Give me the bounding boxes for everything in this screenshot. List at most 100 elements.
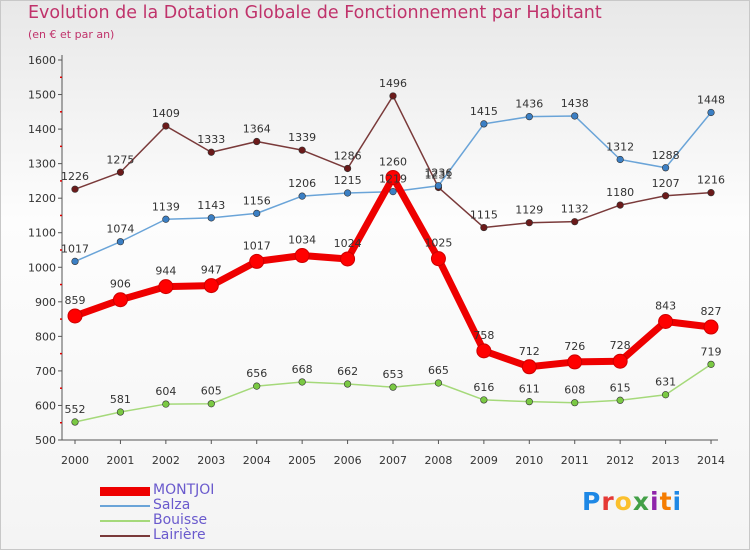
data-label-lairi-re: 1275 xyxy=(106,153,134,166)
data-point-lairi-re xyxy=(162,122,170,130)
data-point-montjoi xyxy=(294,248,310,264)
data-label-bouisse: 616 xyxy=(473,381,494,394)
x-tick-label: 2002 xyxy=(152,454,180,467)
logo-letter: t xyxy=(659,487,673,516)
logo-letter: o xyxy=(614,487,633,516)
data-label-lairi-re: 1132 xyxy=(561,203,589,216)
x-tick-label: 2012 xyxy=(606,454,634,467)
legend-swatch-montjoi xyxy=(100,487,150,496)
data-label-salza: 1438 xyxy=(561,97,589,110)
data-label-bouisse: 604 xyxy=(155,385,176,398)
data-point-salza xyxy=(525,113,533,121)
legend-label-montjoi: MONTJOI xyxy=(153,482,215,498)
y-tick-label: 1400 xyxy=(28,123,56,136)
data-label-montjoi: 1017 xyxy=(243,239,271,252)
data-label-lairi-re: 1333 xyxy=(197,133,225,146)
x-tick-label: 2009 xyxy=(470,454,498,467)
data-label-salza: 1074 xyxy=(106,223,134,236)
data-point-bouisse xyxy=(162,400,170,408)
x-tick-label: 2003 xyxy=(197,454,225,467)
data-label-montjoi: 944 xyxy=(155,265,176,278)
data-label-bouisse: 653 xyxy=(383,368,404,381)
legend-label-salza: Salza xyxy=(153,497,191,513)
data-point-lairi-re xyxy=(480,223,488,232)
data-point-bouisse xyxy=(480,396,488,404)
x-tick-label: 2007 xyxy=(379,454,407,467)
legend-label-lairiere: Lairière xyxy=(153,527,206,543)
data-point-bouisse xyxy=(707,360,715,368)
data-label-bouisse: 668 xyxy=(292,363,313,376)
data-point-lairi-re xyxy=(616,201,624,209)
legend-label-bouisse: Bouisse xyxy=(153,512,208,528)
data-label-montjoi: 1024 xyxy=(334,237,362,250)
x-tick-label: 2001 xyxy=(106,454,134,467)
data-point-salza xyxy=(162,215,170,223)
data-point-salza xyxy=(616,155,624,164)
data-label-salza: 1017 xyxy=(61,242,89,255)
data-label-montjoi: 906 xyxy=(110,278,131,291)
data-point-montjoi xyxy=(430,251,446,267)
data-label-bouisse: 581 xyxy=(110,393,131,406)
data-label-salza: 1143 xyxy=(197,199,225,212)
x-tick-label: 2014 xyxy=(697,454,725,467)
legend-swatch-salza xyxy=(100,505,150,507)
data-label-bouisse: 631 xyxy=(655,376,676,389)
data-point-montjoi xyxy=(158,279,174,295)
x-tick-label: 2000 xyxy=(61,454,89,467)
data-point-montjoi xyxy=(385,169,401,185)
data-point-montjoi xyxy=(703,319,719,335)
data-point-salza xyxy=(298,192,306,200)
data-point-bouisse xyxy=(253,382,261,390)
data-label-montjoi: 859 xyxy=(65,294,86,307)
y-tick-label: 500 xyxy=(35,434,56,447)
x-tick-label: 2005 xyxy=(288,454,316,467)
data-point-bouisse xyxy=(571,399,579,407)
x-tick-label: 2004 xyxy=(243,454,271,467)
data-point-lairi-re xyxy=(253,137,261,146)
data-label-montjoi: 827 xyxy=(701,305,722,318)
data-point-salza xyxy=(571,112,579,120)
data-point-salza xyxy=(434,182,443,190)
proxiti-logo: Proxiti xyxy=(582,487,682,516)
logo-letter: r xyxy=(601,487,615,516)
data-point-lairi-re xyxy=(343,164,352,173)
y-tick-label: 1600 xyxy=(28,54,56,67)
data-point-salza xyxy=(71,257,79,266)
data-point-montjoi xyxy=(612,353,628,369)
data-label-salza: 1288 xyxy=(652,149,680,162)
data-point-salza xyxy=(207,214,215,222)
chart-subtitle: (en € et par an) xyxy=(28,28,115,41)
y-tick-label: 1000 xyxy=(28,261,56,274)
data-label-bouisse: 615 xyxy=(610,381,631,394)
data-label-salza: 1448 xyxy=(697,94,725,107)
data-label-montjoi: 1260 xyxy=(379,155,407,168)
y-tick-label: 700 xyxy=(35,365,56,378)
legend-swatch-lairiere xyxy=(100,535,150,537)
data-label-montjoi: 758 xyxy=(473,329,494,342)
data-point-lairi-re xyxy=(207,148,215,156)
data-point-lairi-re xyxy=(116,168,125,176)
data-label-lairi-re: 1129 xyxy=(515,204,543,217)
data-point-montjoi xyxy=(340,251,356,267)
data-point-bouisse xyxy=(71,418,79,426)
data-point-montjoi xyxy=(658,314,674,330)
data-point-bouisse xyxy=(661,391,670,399)
data-label-bouisse: 611 xyxy=(519,383,540,396)
y-tick-label: 1500 xyxy=(28,89,56,102)
data-label-lairi-re: 1286 xyxy=(334,149,362,162)
data-label-lairi-re: 1216 xyxy=(697,174,725,187)
data-point-lairi-re xyxy=(71,185,79,193)
data-label-salza: 1312 xyxy=(606,140,634,153)
y-tick-label: 1300 xyxy=(28,158,56,171)
data-label-bouisse: 605 xyxy=(201,385,222,398)
data-label-salza: 1415 xyxy=(470,105,498,118)
y-tick-label: 600 xyxy=(35,399,56,412)
legend-swatch-bouisse xyxy=(100,520,150,522)
data-point-montjoi xyxy=(249,253,265,269)
data-point-bouisse xyxy=(116,408,125,416)
data-label-montjoi: 728 xyxy=(610,339,631,352)
y-tick-label: 800 xyxy=(35,330,56,343)
data-label-salza: 1236 xyxy=(424,167,452,180)
